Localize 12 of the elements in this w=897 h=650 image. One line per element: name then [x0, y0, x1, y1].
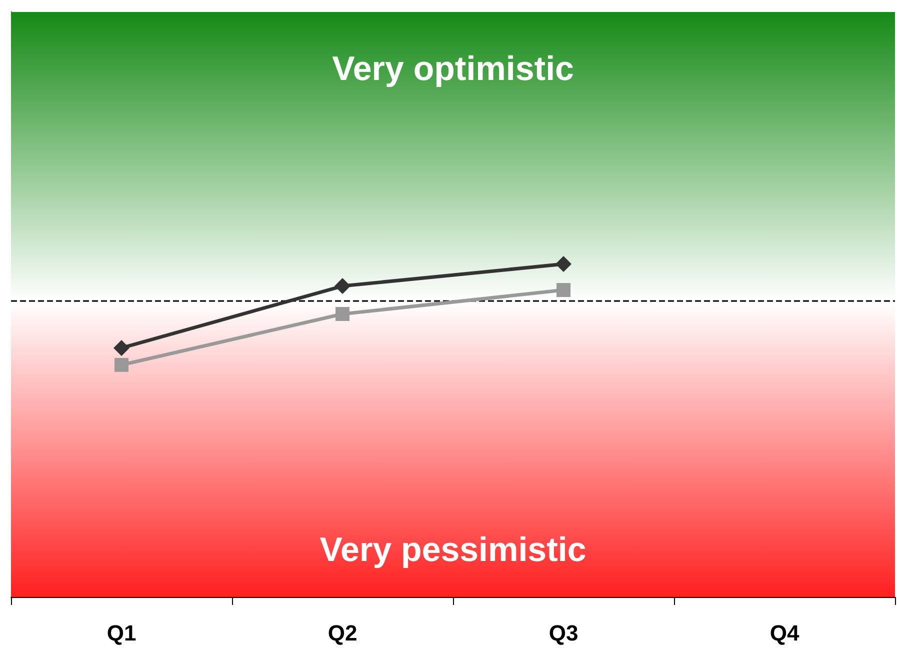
point — [556, 256, 572, 272]
x-tick-label: Q1 — [106, 620, 136, 646]
point — [334, 278, 350, 294]
point — [114, 340, 130, 356]
point — [336, 306, 350, 321]
band-label: Very optimistic — [332, 50, 574, 88]
x-tick-label: Q3 — [548, 620, 578, 646]
point — [556, 283, 570, 298]
x-tick-label: Q2 — [328, 620, 358, 646]
band-label: Very pessimistic — [320, 531, 586, 569]
point — [114, 358, 128, 372]
x-tick-label: Q4 — [770, 620, 800, 646]
